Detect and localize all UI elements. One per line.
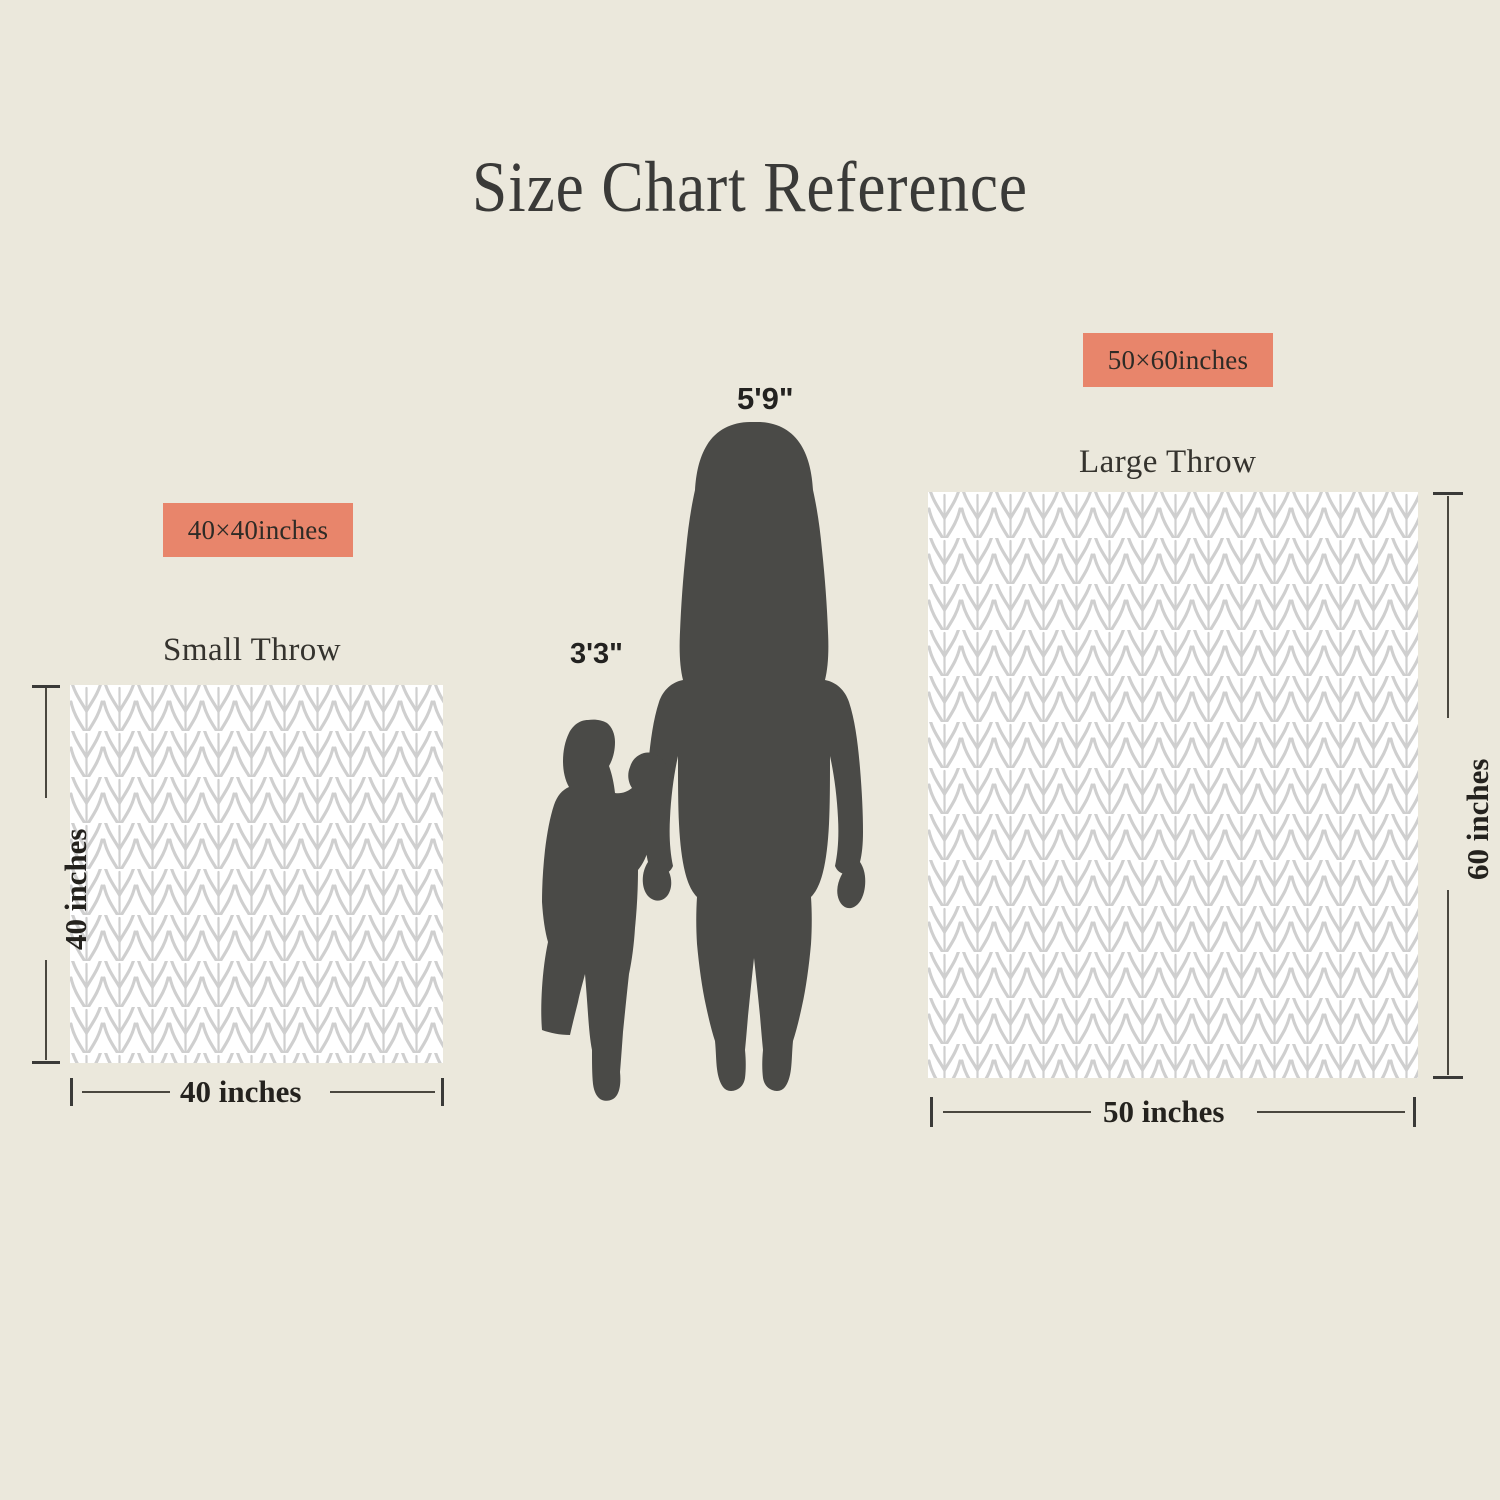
dim-line — [1257, 1111, 1405, 1113]
dim-cap — [441, 1078, 444, 1106]
label-small-throw: Small Throw — [163, 632, 342, 668]
label-large-throw: Large Throw — [1079, 444, 1257, 480]
dim-small-height: 40 inches — [58, 828, 93, 950]
dim-line — [1447, 890, 1449, 1075]
badge-large-throw-size: 50×60inches — [1083, 333, 1273, 387]
dim-large-width: 50 inches — [1103, 1094, 1225, 1129]
knit-texture — [928, 492, 1418, 1078]
dim-line — [45, 960, 47, 1060]
dim-line — [45, 688, 47, 798]
adult-hand-left — [642, 861, 672, 901]
small-throw-swatch — [70, 685, 443, 1063]
dim-cap — [1433, 1076, 1463, 1079]
dim-line — [1447, 496, 1449, 718]
height-label-adult: 5'9" — [737, 381, 794, 416]
adult-silhouette — [645, 422, 863, 1091]
adult-hand-right — [837, 861, 866, 909]
child-silhouette — [541, 719, 670, 1101]
scale-reference-figures — [520, 400, 920, 1110]
page-title: Size Chart Reference — [472, 147, 1028, 227]
large-throw-swatch — [928, 492, 1418, 1078]
knit-texture — [70, 685, 443, 1063]
dim-line — [82, 1091, 170, 1093]
dim-cap — [930, 1097, 933, 1127]
dim-large-height: 60 inches — [1460, 758, 1495, 880]
dim-cap — [1413, 1097, 1416, 1127]
height-label-child: 3'3" — [570, 638, 623, 670]
dim-cap — [32, 685, 60, 688]
dim-line — [330, 1091, 435, 1093]
dim-cap — [1433, 492, 1463, 495]
dim-small-width: 40 inches — [180, 1074, 302, 1109]
badge-small-throw-size: 40×40inches — [163, 503, 353, 557]
dim-line — [943, 1111, 1091, 1113]
dim-cap — [32, 1061, 60, 1064]
dim-cap — [70, 1078, 73, 1106]
